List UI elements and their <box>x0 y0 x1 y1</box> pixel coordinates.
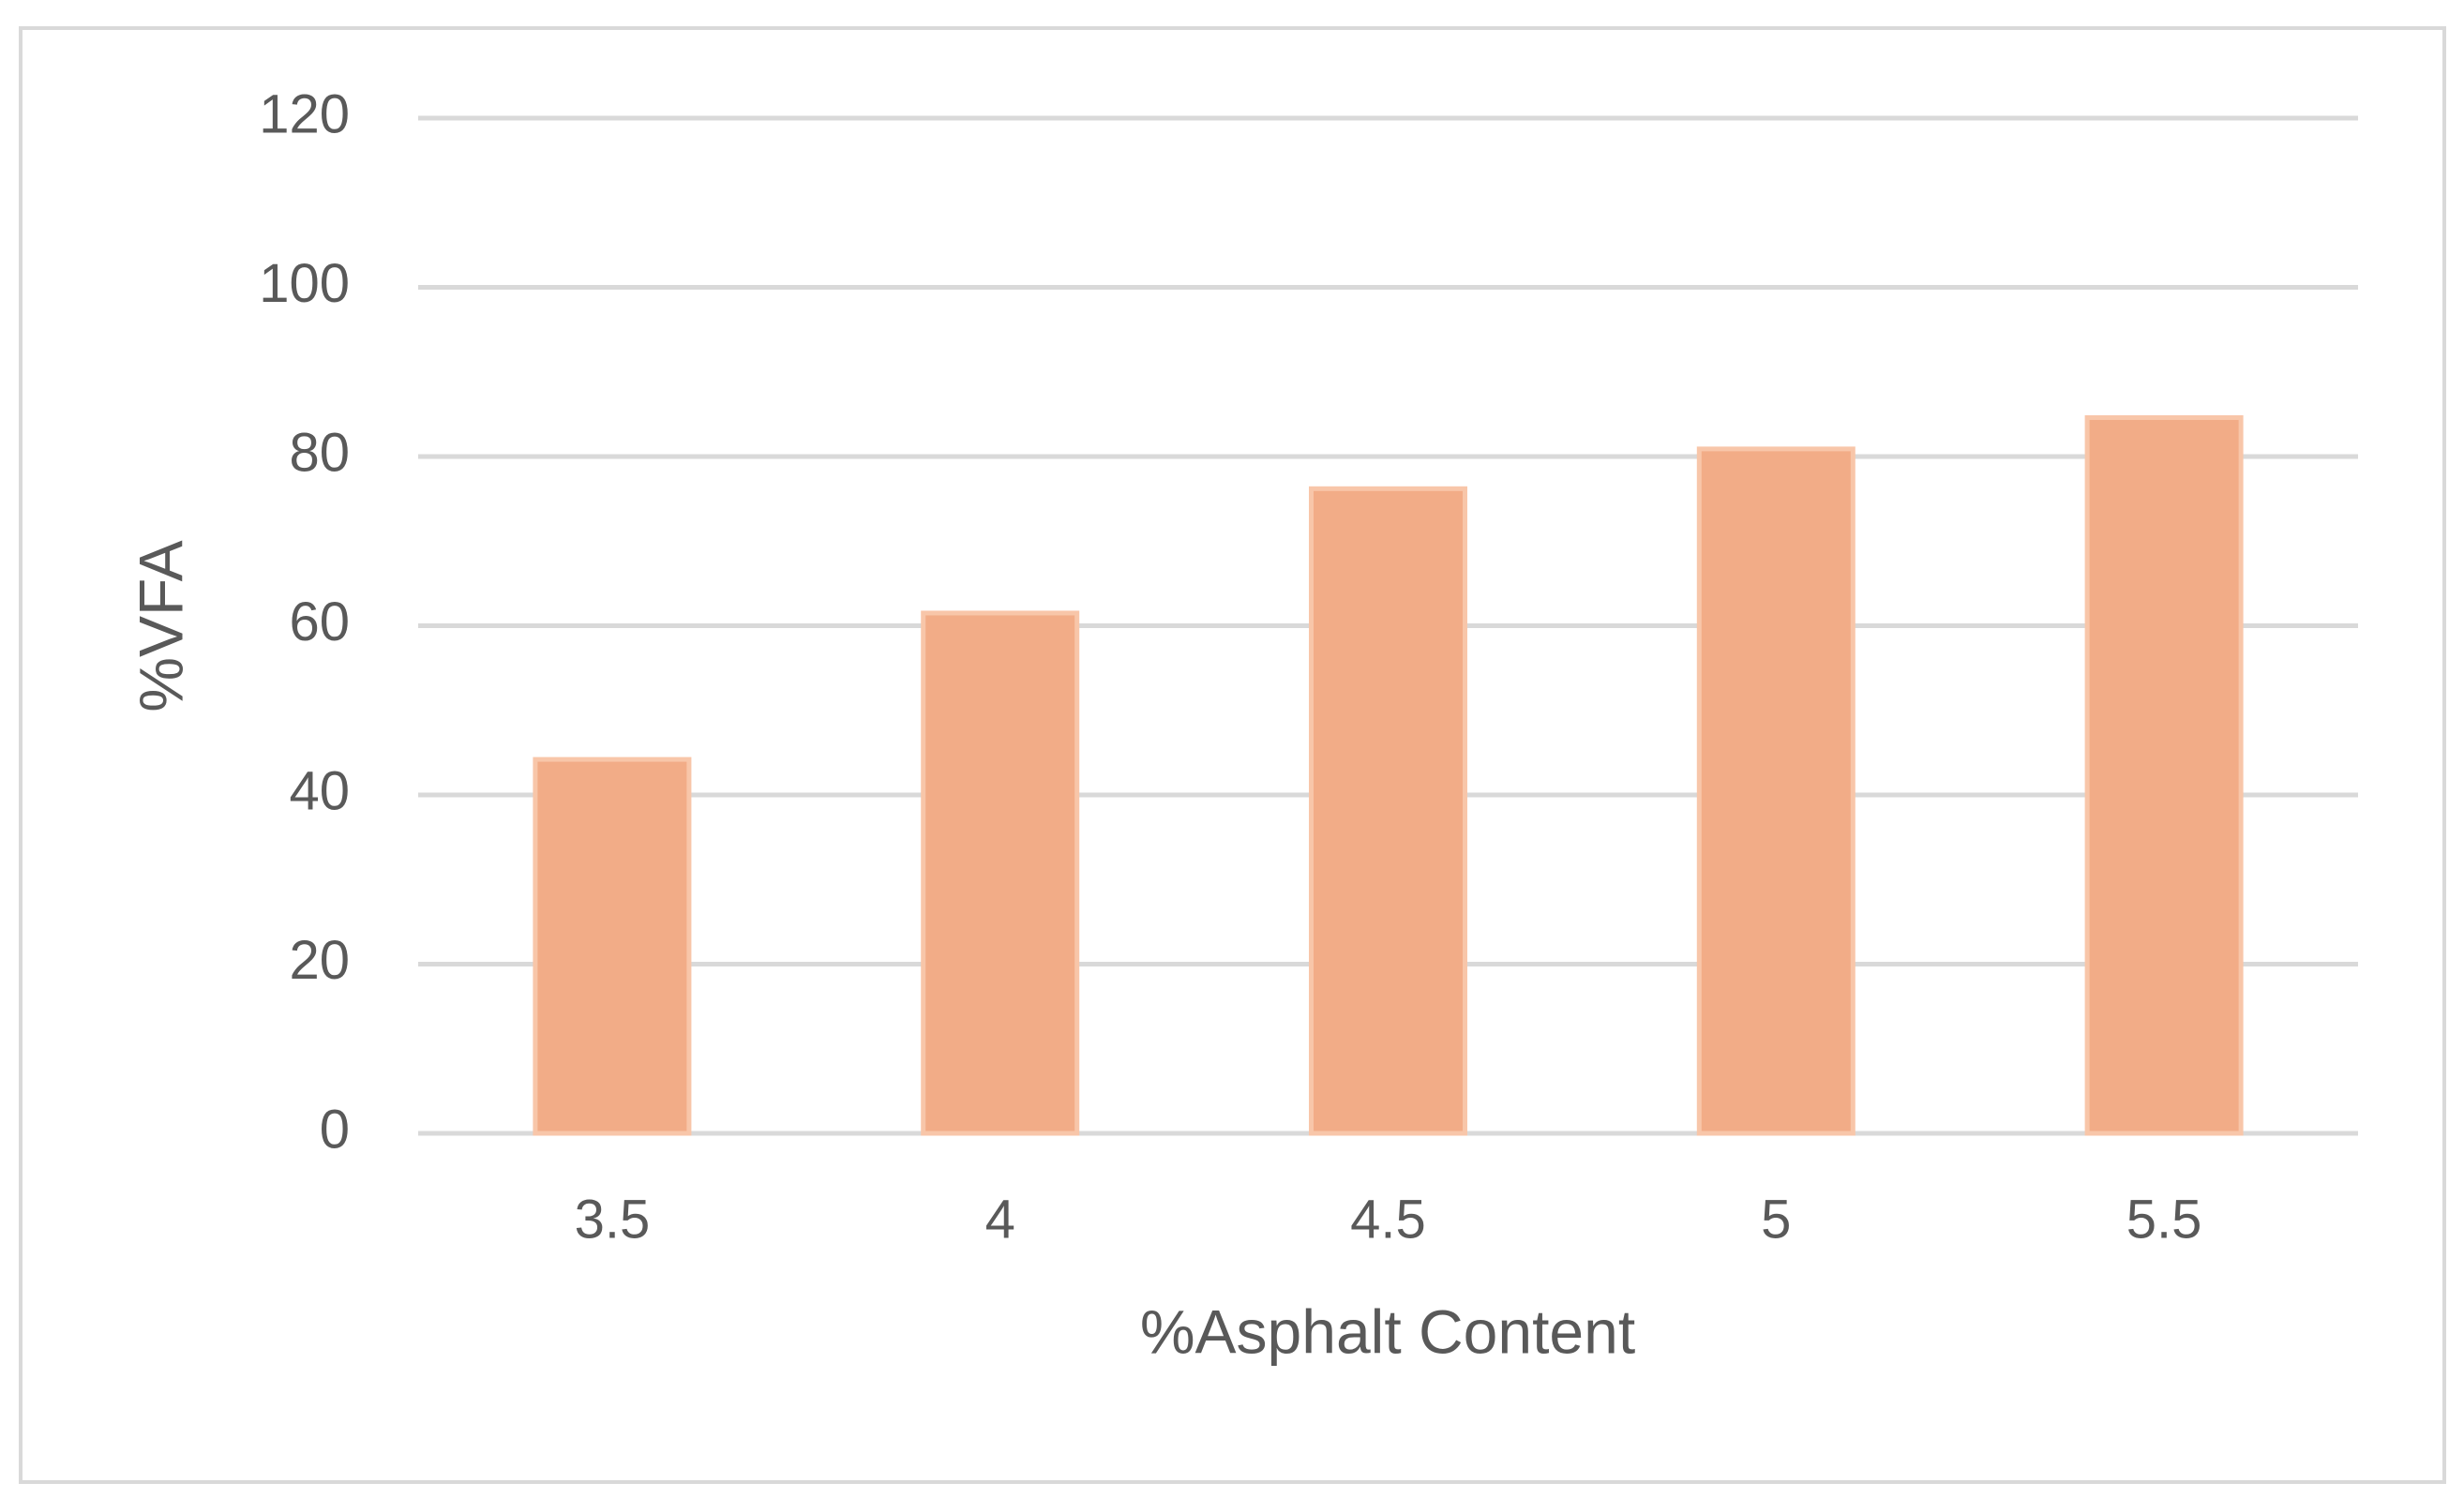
y-tick-label: 80 <box>289 422 350 483</box>
bar <box>1696 446 1856 1136</box>
x-tick-label: 4.5 <box>1350 1189 1426 1250</box>
x-tick-label: 5 <box>1761 1189 1791 1250</box>
y-tick-label: 60 <box>289 592 350 652</box>
y-tick-label: 0 <box>320 1099 350 1160</box>
bar <box>1309 486 1467 1136</box>
bar <box>2084 414 2244 1136</box>
y-tick-label: 120 <box>259 83 350 144</box>
y-axis-title: %VFA <box>126 540 195 712</box>
bar <box>533 756 692 1136</box>
x-axis-title: %Asphalt Content <box>1140 1296 1635 1366</box>
x-tick-label: 4 <box>985 1189 1015 1250</box>
y-tick-label: 20 <box>289 930 350 991</box>
y-tick-label: 100 <box>259 253 350 314</box>
x-tick-label: 5.5 <box>2126 1189 2202 1250</box>
bar <box>921 610 1080 1136</box>
x-tick-label: 3.5 <box>575 1189 651 1250</box>
y-tick-label: 40 <box>289 760 350 821</box>
chart-border <box>19 26 2446 1484</box>
